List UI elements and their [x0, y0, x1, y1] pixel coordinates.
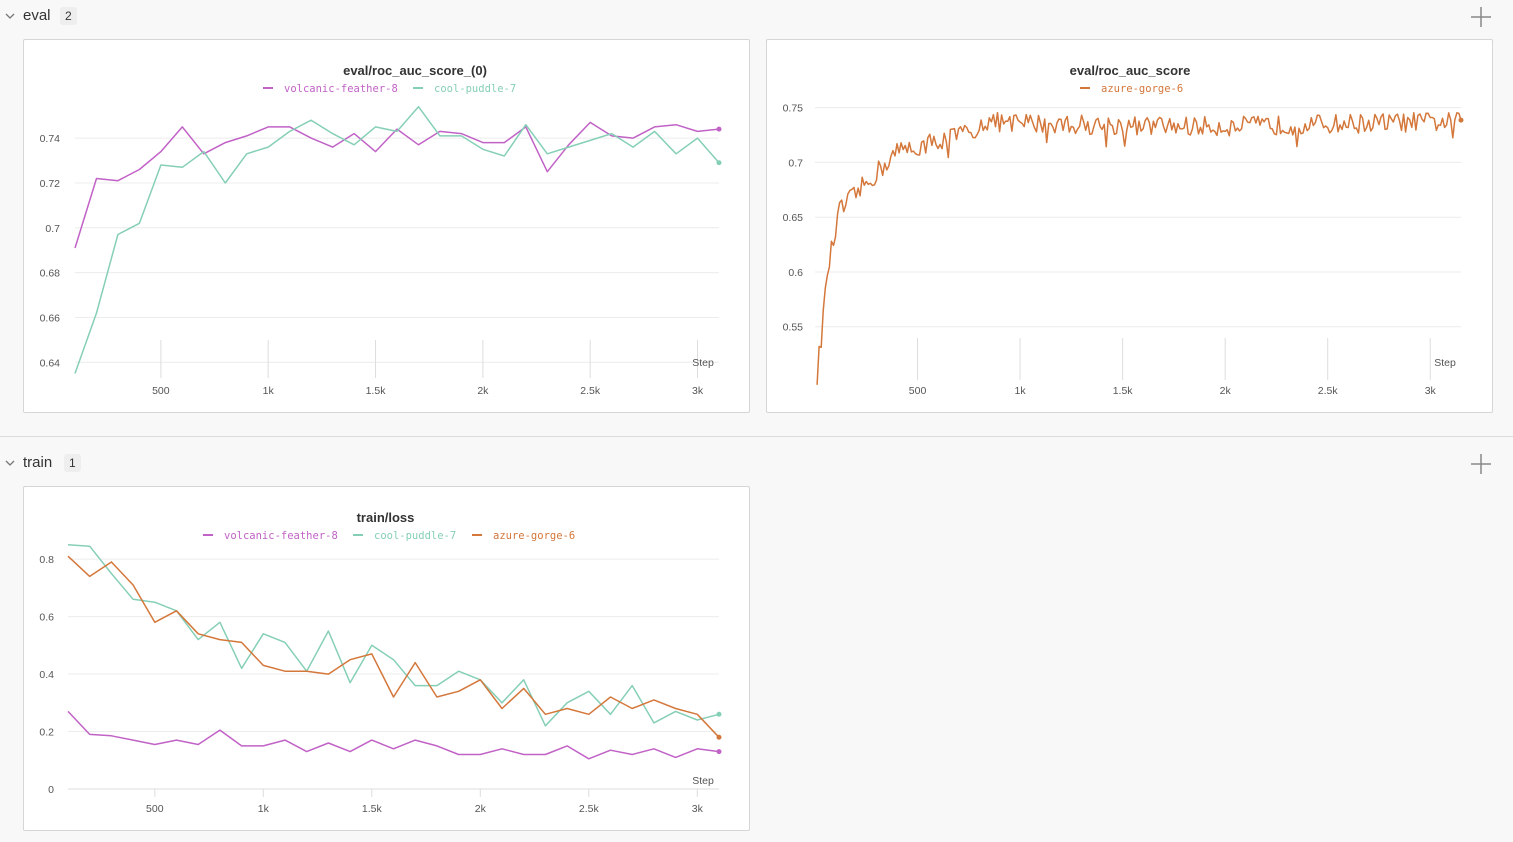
chart-panel-eval-roc-auc-0[interactable]: eval/roc_auc_score_(0) volcanic-feather-8…	[23, 39, 750, 413]
x-tick-label: 500	[146, 803, 164, 815]
x-tick-label: 1.5k	[362, 803, 383, 815]
chevron-down-icon[interactable]	[5, 458, 15, 468]
chart-title: train/loss	[357, 510, 415, 525]
series-line-volcanic-feather-8	[74, 121, 720, 249]
x-tick-label: 1.5k	[366, 385, 387, 397]
x-tick-label: 2.5k	[580, 385, 601, 397]
y-tick-label: 0.7	[788, 157, 803, 169]
chart-panel-train-loss[interactable]: train/loss volcanic-feather-8 cool-puddle-…	[23, 486, 750, 831]
series-endpoint	[1458, 117, 1464, 123]
x-tick-label: 2.5k	[579, 803, 600, 815]
y-tick-label: 0.74	[40, 133, 61, 145]
x-tick-label: 500	[152, 385, 170, 397]
y-tick-label: 0	[48, 784, 54, 796]
section-title: eval	[23, 7, 51, 24]
chevron-down-icon[interactable]	[5, 11, 15, 21]
legend-label: cool-puddle-7	[434, 83, 516, 95]
x-axis-label: Step	[1434, 357, 1456, 369]
legend-label: cool-puddle-7	[374, 530, 456, 542]
y-tick-label: 0.7	[45, 223, 60, 235]
series-line-azure-gorge-6	[816, 111, 1462, 385]
y-tick-label: 0.65	[783, 212, 804, 224]
y-tick-label: 0.6	[39, 612, 54, 624]
x-tick-label: 3k	[692, 385, 704, 397]
y-tick-label: 0.8	[39, 554, 54, 566]
x-tick-label: 2k	[1220, 385, 1232, 397]
series-line-cool-puddle-7	[74, 105, 720, 374]
series-endpoint	[716, 734, 722, 740]
y-tick-label: 0.4	[39, 669, 54, 681]
x-axis-label: Step	[692, 357, 714, 369]
section-header-eval[interactable]: eval 2	[0, 2, 1513, 32]
chart-title: eval/roc_auc_score_(0)	[343, 63, 487, 78]
y-tick-label: 0.2	[39, 727, 54, 739]
panel-count-badge: 2	[60, 7, 77, 25]
x-tick-label: 2.5k	[1318, 385, 1339, 397]
series-line-volcanic-feather-8	[67, 710, 720, 760]
panel-count-badge: 1	[64, 454, 81, 472]
x-tick-label: 500	[909, 385, 927, 397]
y-tick-label: 0.66	[40, 312, 61, 324]
series-endpoint	[716, 711, 722, 717]
x-tick-label: 1k	[1015, 385, 1027, 397]
y-tick-label: 0.6	[788, 267, 803, 279]
chart-panel-eval-roc-auc[interactable]: eval/roc_auc_score azure-gorge-6 0.55 0.6 0.…	[766, 39, 1493, 413]
x-axis-label: Step	[692, 775, 714, 787]
x-tick-label: 3k	[692, 803, 704, 815]
line-chart: eval/roc_auc_score_(0) volcanic-feather-8…	[40, 63, 722, 397]
x-tick-label: 1k	[258, 803, 270, 815]
series-line-azure-gorge-6	[67, 555, 720, 738]
x-tick-label: 3k	[1425, 385, 1437, 397]
x-tick-label: 1k	[263, 385, 275, 397]
y-tick-label: 0.72	[40, 178, 61, 190]
x-tick-label: 2k	[477, 385, 489, 397]
legend-label: azure-gorge-6	[493, 530, 575, 542]
x-tick-label: 1.5k	[1113, 385, 1134, 397]
section-header-train[interactable]: train 1	[0, 449, 1513, 479]
series-endpoint	[716, 160, 722, 166]
line-chart: train/loss volcanic-feather-8 cool-puddle-…	[39, 510, 722, 815]
section-divider	[0, 436, 1513, 437]
x-tick-label: 2k	[475, 803, 487, 815]
y-tick-label: 0.68	[40, 268, 61, 280]
y-tick-label: 0.75	[783, 103, 804, 115]
series-endpoint	[716, 749, 722, 755]
legend-label: azure-gorge-6	[1101, 83, 1183, 95]
line-chart: eval/roc_auc_score azure-gorge-6 0.55 0.6 0.…	[783, 63, 1464, 397]
plus-icon[interactable]	[1469, 452, 1493, 476]
legend-label: volcanic-feather-8	[284, 83, 398, 95]
legend-label: volcanic-feather-8	[224, 530, 338, 542]
y-tick-label: 0.64	[40, 357, 61, 369]
chart-title: eval/roc_auc_score	[1070, 63, 1191, 78]
y-tick-label: 0.55	[783, 322, 804, 334]
section-title: train	[23, 454, 53, 471]
series-line-cool-puddle-7	[67, 543, 720, 727]
plus-icon[interactable]	[1469, 5, 1493, 29]
series-endpoint	[716, 126, 722, 132]
